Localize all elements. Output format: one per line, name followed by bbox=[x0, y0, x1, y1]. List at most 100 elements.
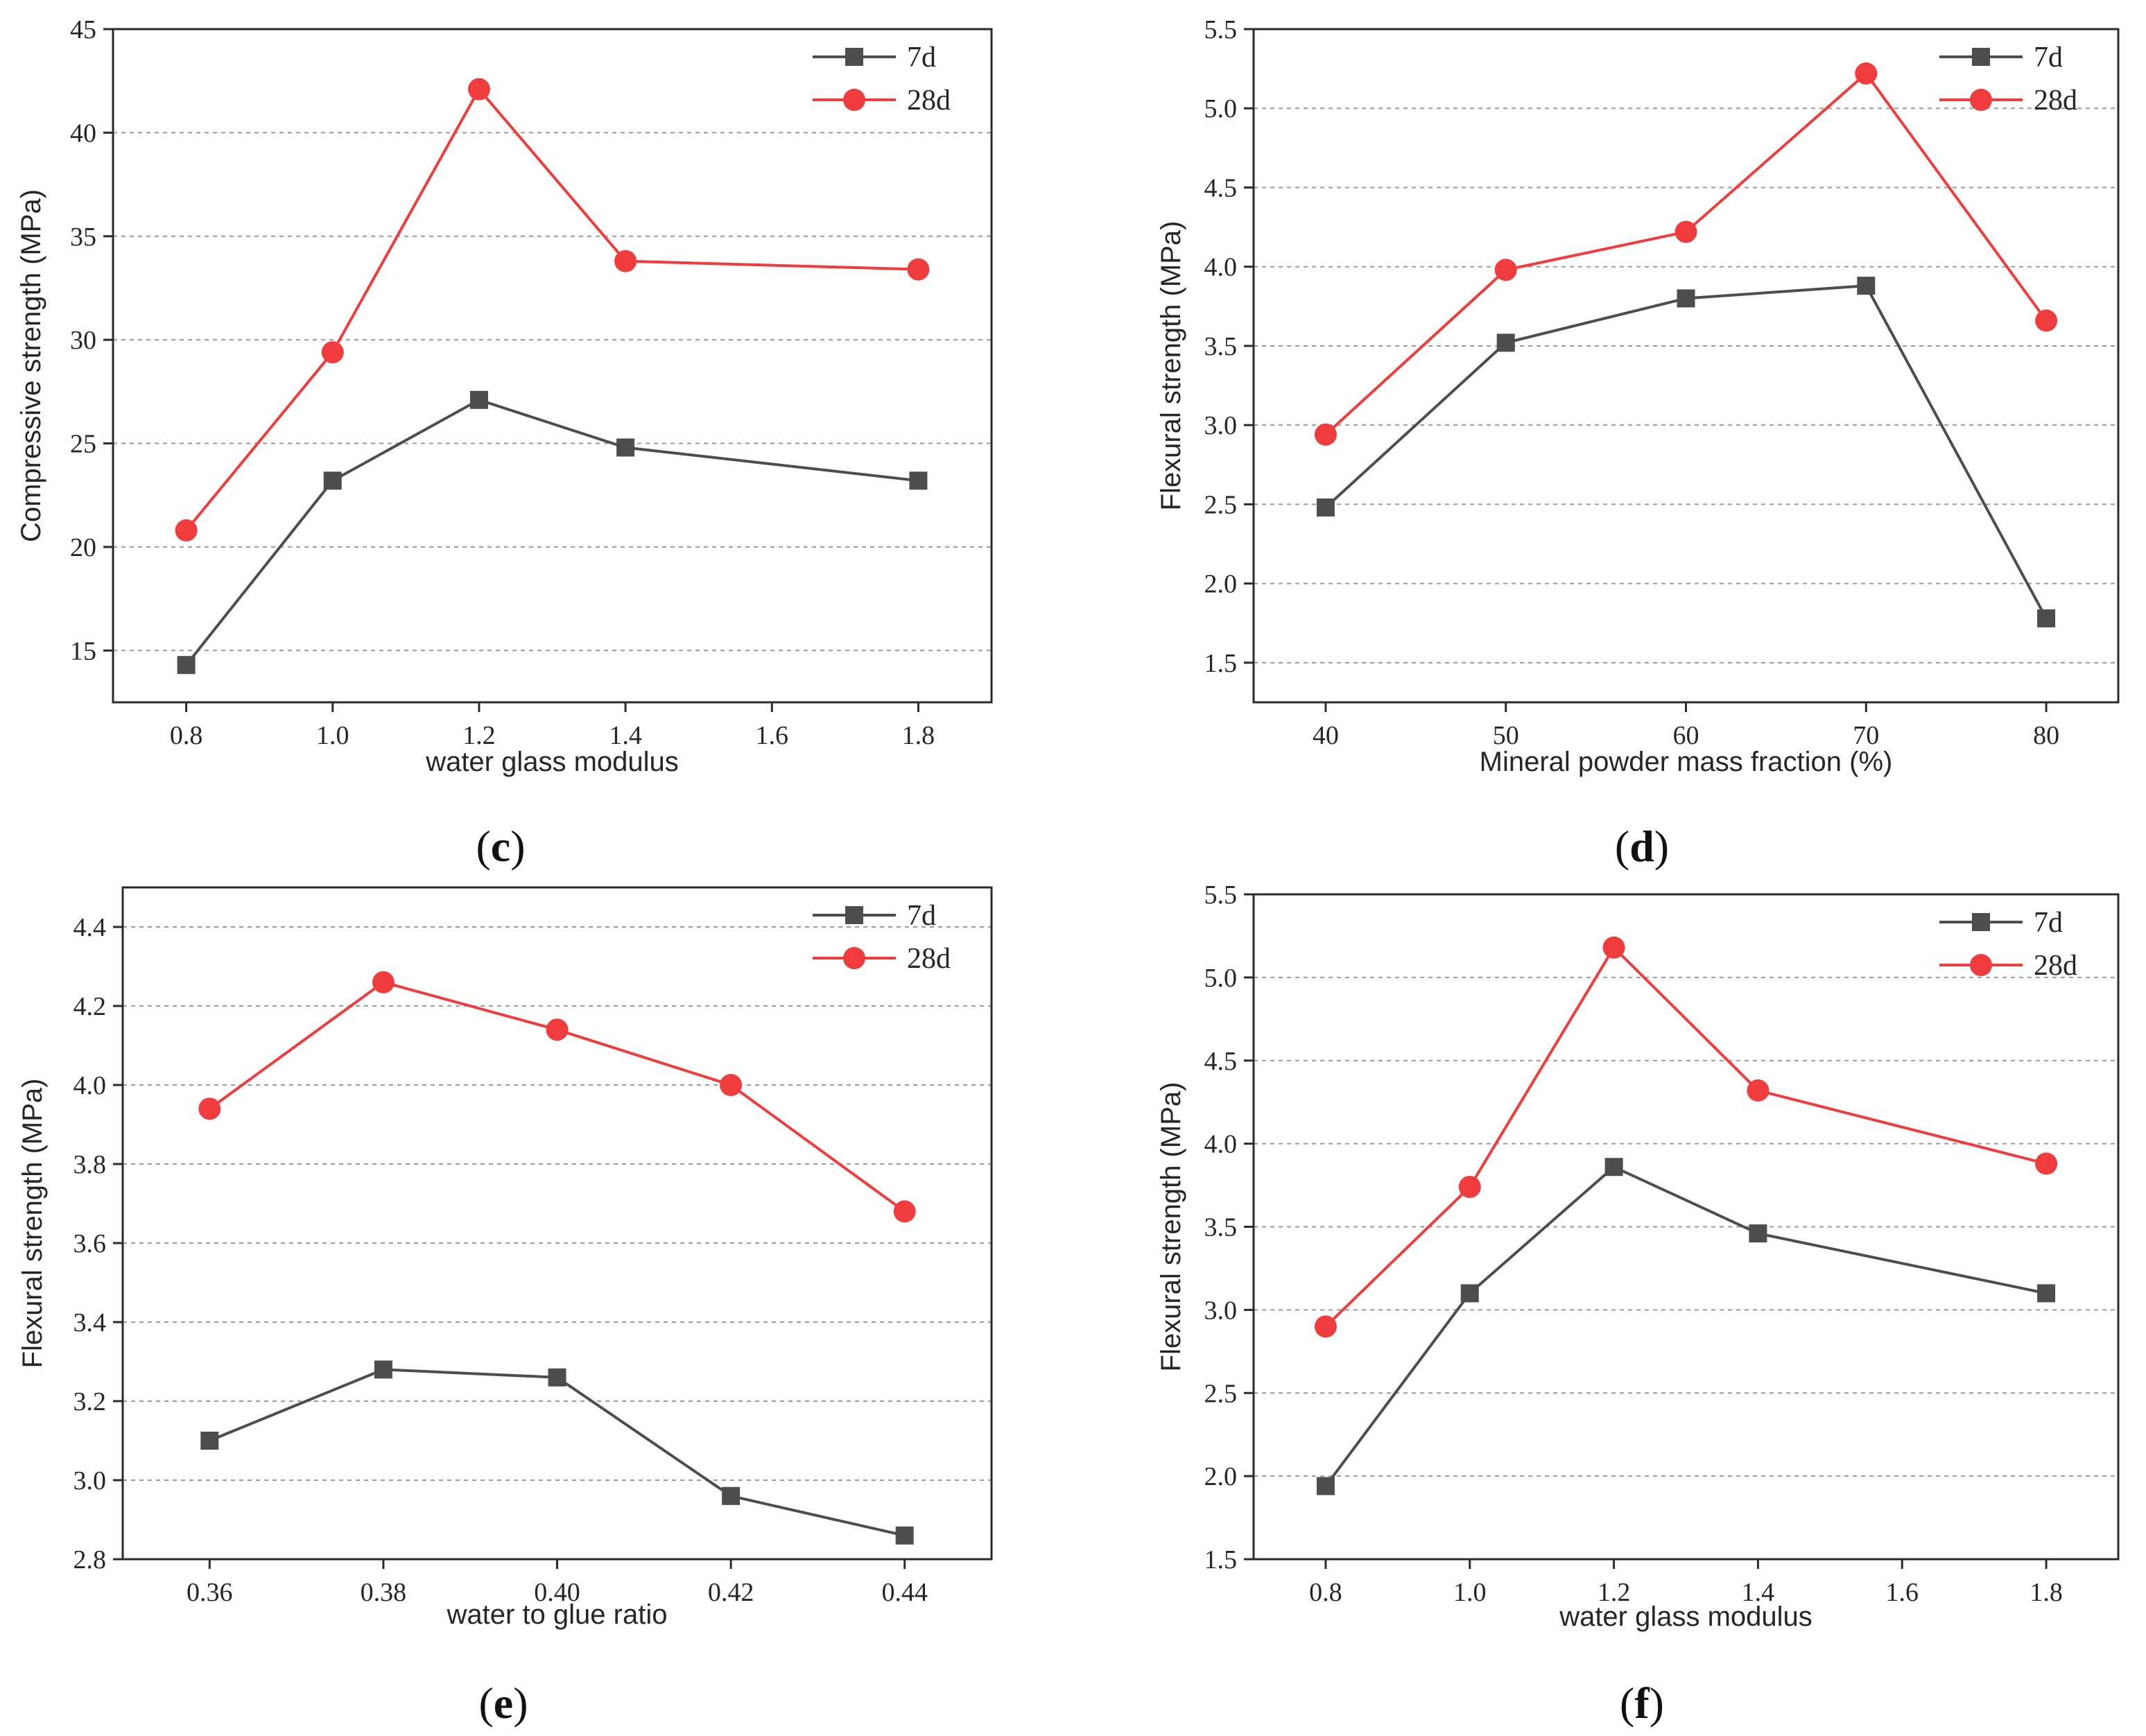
y-tick-label: 4.4 bbox=[73, 913, 107, 942]
y-tick-label: 40 bbox=[70, 119, 96, 148]
data-point-28d bbox=[614, 250, 637, 272]
data-point-7d bbox=[722, 1486, 741, 1505]
data-point-7d bbox=[2037, 609, 2056, 627]
panel-e: 2.83.03.23.43.63.84.04.24.40.36 0.38 0.40 0… bbox=[17, 886, 993, 1728]
legend-label-28d: 28d bbox=[907, 85, 951, 116]
y-tick-label: 35 bbox=[70, 223, 96, 252]
y-tick-label: 4.0 bbox=[1204, 1130, 1238, 1159]
x-axis: 0.8 1.0 1.2 1.4 1.6 1.8 bbox=[170, 702, 935, 750]
x-tick-label: 60 bbox=[1673, 721, 1699, 750]
data-point-28d bbox=[372, 971, 395, 993]
x-tick-label: 1.4 bbox=[609, 721, 642, 750]
data-point-28d bbox=[321, 341, 344, 364]
x-tick-label: 1.8 bbox=[902, 721, 935, 750]
y-axis: 15 20 25 30 35 40 45 bbox=[70, 15, 113, 666]
data-point-28d bbox=[2035, 1152, 2058, 1175]
y-tick-label: 5.0 bbox=[1204, 94, 1238, 123]
panel-caption: (d) bbox=[1615, 822, 1669, 871]
y-axis-title: Flexural strength (MPa) bbox=[17, 1079, 48, 1369]
legend-marker-28d bbox=[1970, 89, 1992, 111]
y-tick-label: 4.5 bbox=[1204, 1047, 1238, 1076]
panel-d: 1.5 2.0 2.5 3.0 3.5 4.0 4.5 5.0 5.5 40 50 60 70 80 Min… bbox=[1156, 15, 2120, 871]
legend-label-7d: 7d bbox=[2034, 42, 2063, 73]
series-line-28d bbox=[209, 980, 906, 1213]
legend-label-7d: 7d bbox=[907, 42, 936, 73]
data-point-7d bbox=[323, 471, 342, 490]
series-28d bbox=[198, 971, 916, 1223]
y-axis-title: Flexural strength (MPa) bbox=[1156, 1082, 1186, 1372]
y-tick-label: 2.5 bbox=[1204, 1379, 1238, 1408]
x-tick-label: 1.6 bbox=[1886, 1578, 1919, 1607]
data-point-28d bbox=[1602, 936, 1625, 959]
legend-label-28d: 28d bbox=[907, 943, 951, 975]
x-tick-label: 1.6 bbox=[756, 721, 789, 750]
y-tick-label: 4.5 bbox=[1204, 173, 1238, 202]
x-tick-label: 0.8 bbox=[170, 721, 203, 750]
x-tick-label: 1.8 bbox=[2030, 1578, 2063, 1607]
legend-label-7d: 7d bbox=[907, 900, 936, 932]
data-point-7d bbox=[1677, 289, 1695, 308]
data-point-28d bbox=[1314, 423, 1337, 446]
data-point-28d bbox=[1458, 1175, 1481, 1198]
y-tick-label: 5.0 bbox=[1204, 964, 1238, 993]
y-tick-label: 45 bbox=[70, 15, 96, 44]
legend-label-28d: 28d bbox=[2034, 950, 2077, 982]
y-tick-label: 5.5 bbox=[1204, 880, 1238, 910]
panel-c: 15 20 25 30 35 40 45 0.8 1.0 1.2 1.4 1.6 1.8 water gl… bbox=[16, 15, 993, 871]
y-tick-label: 1.5 bbox=[1204, 1545, 1238, 1574]
data-point-28d bbox=[907, 258, 930, 281]
panel-caption: (e) bbox=[478, 1678, 528, 1728]
y-tick-label: 3.6 bbox=[73, 1229, 107, 1258]
series-28d bbox=[175, 78, 930, 542]
x-tick-label: 80 bbox=[2033, 721, 2059, 750]
y-tick-label: 3.0 bbox=[1204, 1296, 1238, 1325]
data-point-28d bbox=[893, 1200, 916, 1223]
data-point-7d bbox=[1496, 333, 1515, 352]
gridlines bbox=[1254, 107, 2118, 663]
x-tick-label: 0.40 bbox=[534, 1578, 580, 1607]
x-tick-label: 0.42 bbox=[708, 1578, 754, 1607]
data-point-7d bbox=[374, 1360, 392, 1379]
series-line-28d bbox=[185, 87, 919, 532]
series-line-7d bbox=[209, 1368, 906, 1537]
y-axis-title: Compressive strength (MPa) bbox=[16, 189, 46, 542]
series-line-7d bbox=[1324, 1165, 2047, 1487]
y-tick-label: 4.2 bbox=[73, 992, 107, 1021]
y-tick-label: 2.8 bbox=[73, 1545, 107, 1574]
data-point-28d bbox=[467, 78, 490, 101]
x-axis-title: water glass modulus bbox=[425, 747, 679, 777]
x-axis: 0.36 0.38 0.40 0.42 0.44 bbox=[187, 1559, 928, 1607]
y-tick-label: 30 bbox=[70, 326, 96, 355]
x-tick-label: 70 bbox=[1853, 721, 1879, 750]
x-tick-label: 0.44 bbox=[881, 1578, 928, 1607]
y-tick-label: 2.0 bbox=[1204, 1462, 1238, 1491]
x-tick-label: 1.2 bbox=[1598, 1578, 1631, 1607]
data-point-7d bbox=[469, 390, 488, 409]
data-point-7d bbox=[200, 1432, 219, 1450]
y-tick-label: 3.8 bbox=[73, 1150, 107, 1179]
y-tick-label: 4.0 bbox=[1204, 253, 1238, 282]
series-7d bbox=[177, 390, 928, 675]
y-tick-label: 5.5 bbox=[1204, 15, 1238, 44]
data-point-28d bbox=[2035, 309, 2058, 332]
y-tick-label: 3.5 bbox=[1204, 1213, 1238, 1242]
x-tick-label: 50 bbox=[1493, 721, 1519, 750]
x-axis: 40 50 60 70 80 bbox=[1313, 702, 2059, 750]
data-point-28d bbox=[1675, 220, 1697, 243]
gridlines bbox=[113, 132, 992, 652]
data-point-7d bbox=[177, 656, 196, 675]
data-point-28d bbox=[1747, 1079, 1769, 1102]
y-tick-label: 3.0 bbox=[73, 1466, 107, 1495]
data-point-28d bbox=[198, 1097, 221, 1120]
y-axis: 1.5 2.0 2.5 3.0 3.5 4.0 4.5 5.0 5.5 bbox=[1204, 880, 1254, 1574]
y-tick-label: 2.0 bbox=[1204, 570, 1238, 599]
legend-label-7d: 7d bbox=[2034, 907, 2063, 939]
gridlines bbox=[123, 926, 992, 1481]
data-point-7d bbox=[1316, 1477, 1335, 1495]
x-tick-label: 0.8 bbox=[1309, 1578, 1342, 1607]
panel-caption: (f) bbox=[1620, 1678, 1664, 1728]
